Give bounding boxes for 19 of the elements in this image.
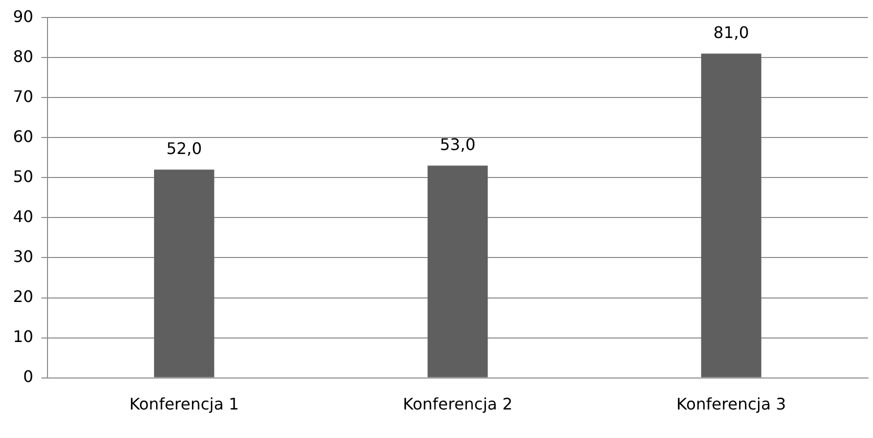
data-label: 81,0 (713, 22, 750, 42)
bar (701, 54, 762, 378)
bar (428, 166, 488, 378)
y-tick-label: 30 (13, 246, 34, 266)
y-tick-label: 0 (23, 366, 34, 386)
x-tick-label: Konferencja 2 (402, 394, 512, 414)
y-tick-label: 80 (13, 46, 34, 66)
y-tick-label: 60 (13, 126, 34, 146)
y-tick-label: 10 (13, 326, 34, 346)
y-tick-label: 70 (13, 86, 34, 106)
y-tick-label: 90 (13, 6, 34, 26)
x-tick-label: Konferencja 1 (129, 394, 239, 414)
bar (154, 170, 214, 378)
data-label: 52,0 (166, 138, 202, 158)
y-tick-label: 40 (13, 206, 34, 226)
y-tick-label: 20 (13, 286, 34, 306)
y-tick-label: 50 (13, 166, 34, 186)
data-label: 53,0 (440, 134, 476, 154)
x-tick-label: Konferencja 3 (676, 394, 786, 414)
